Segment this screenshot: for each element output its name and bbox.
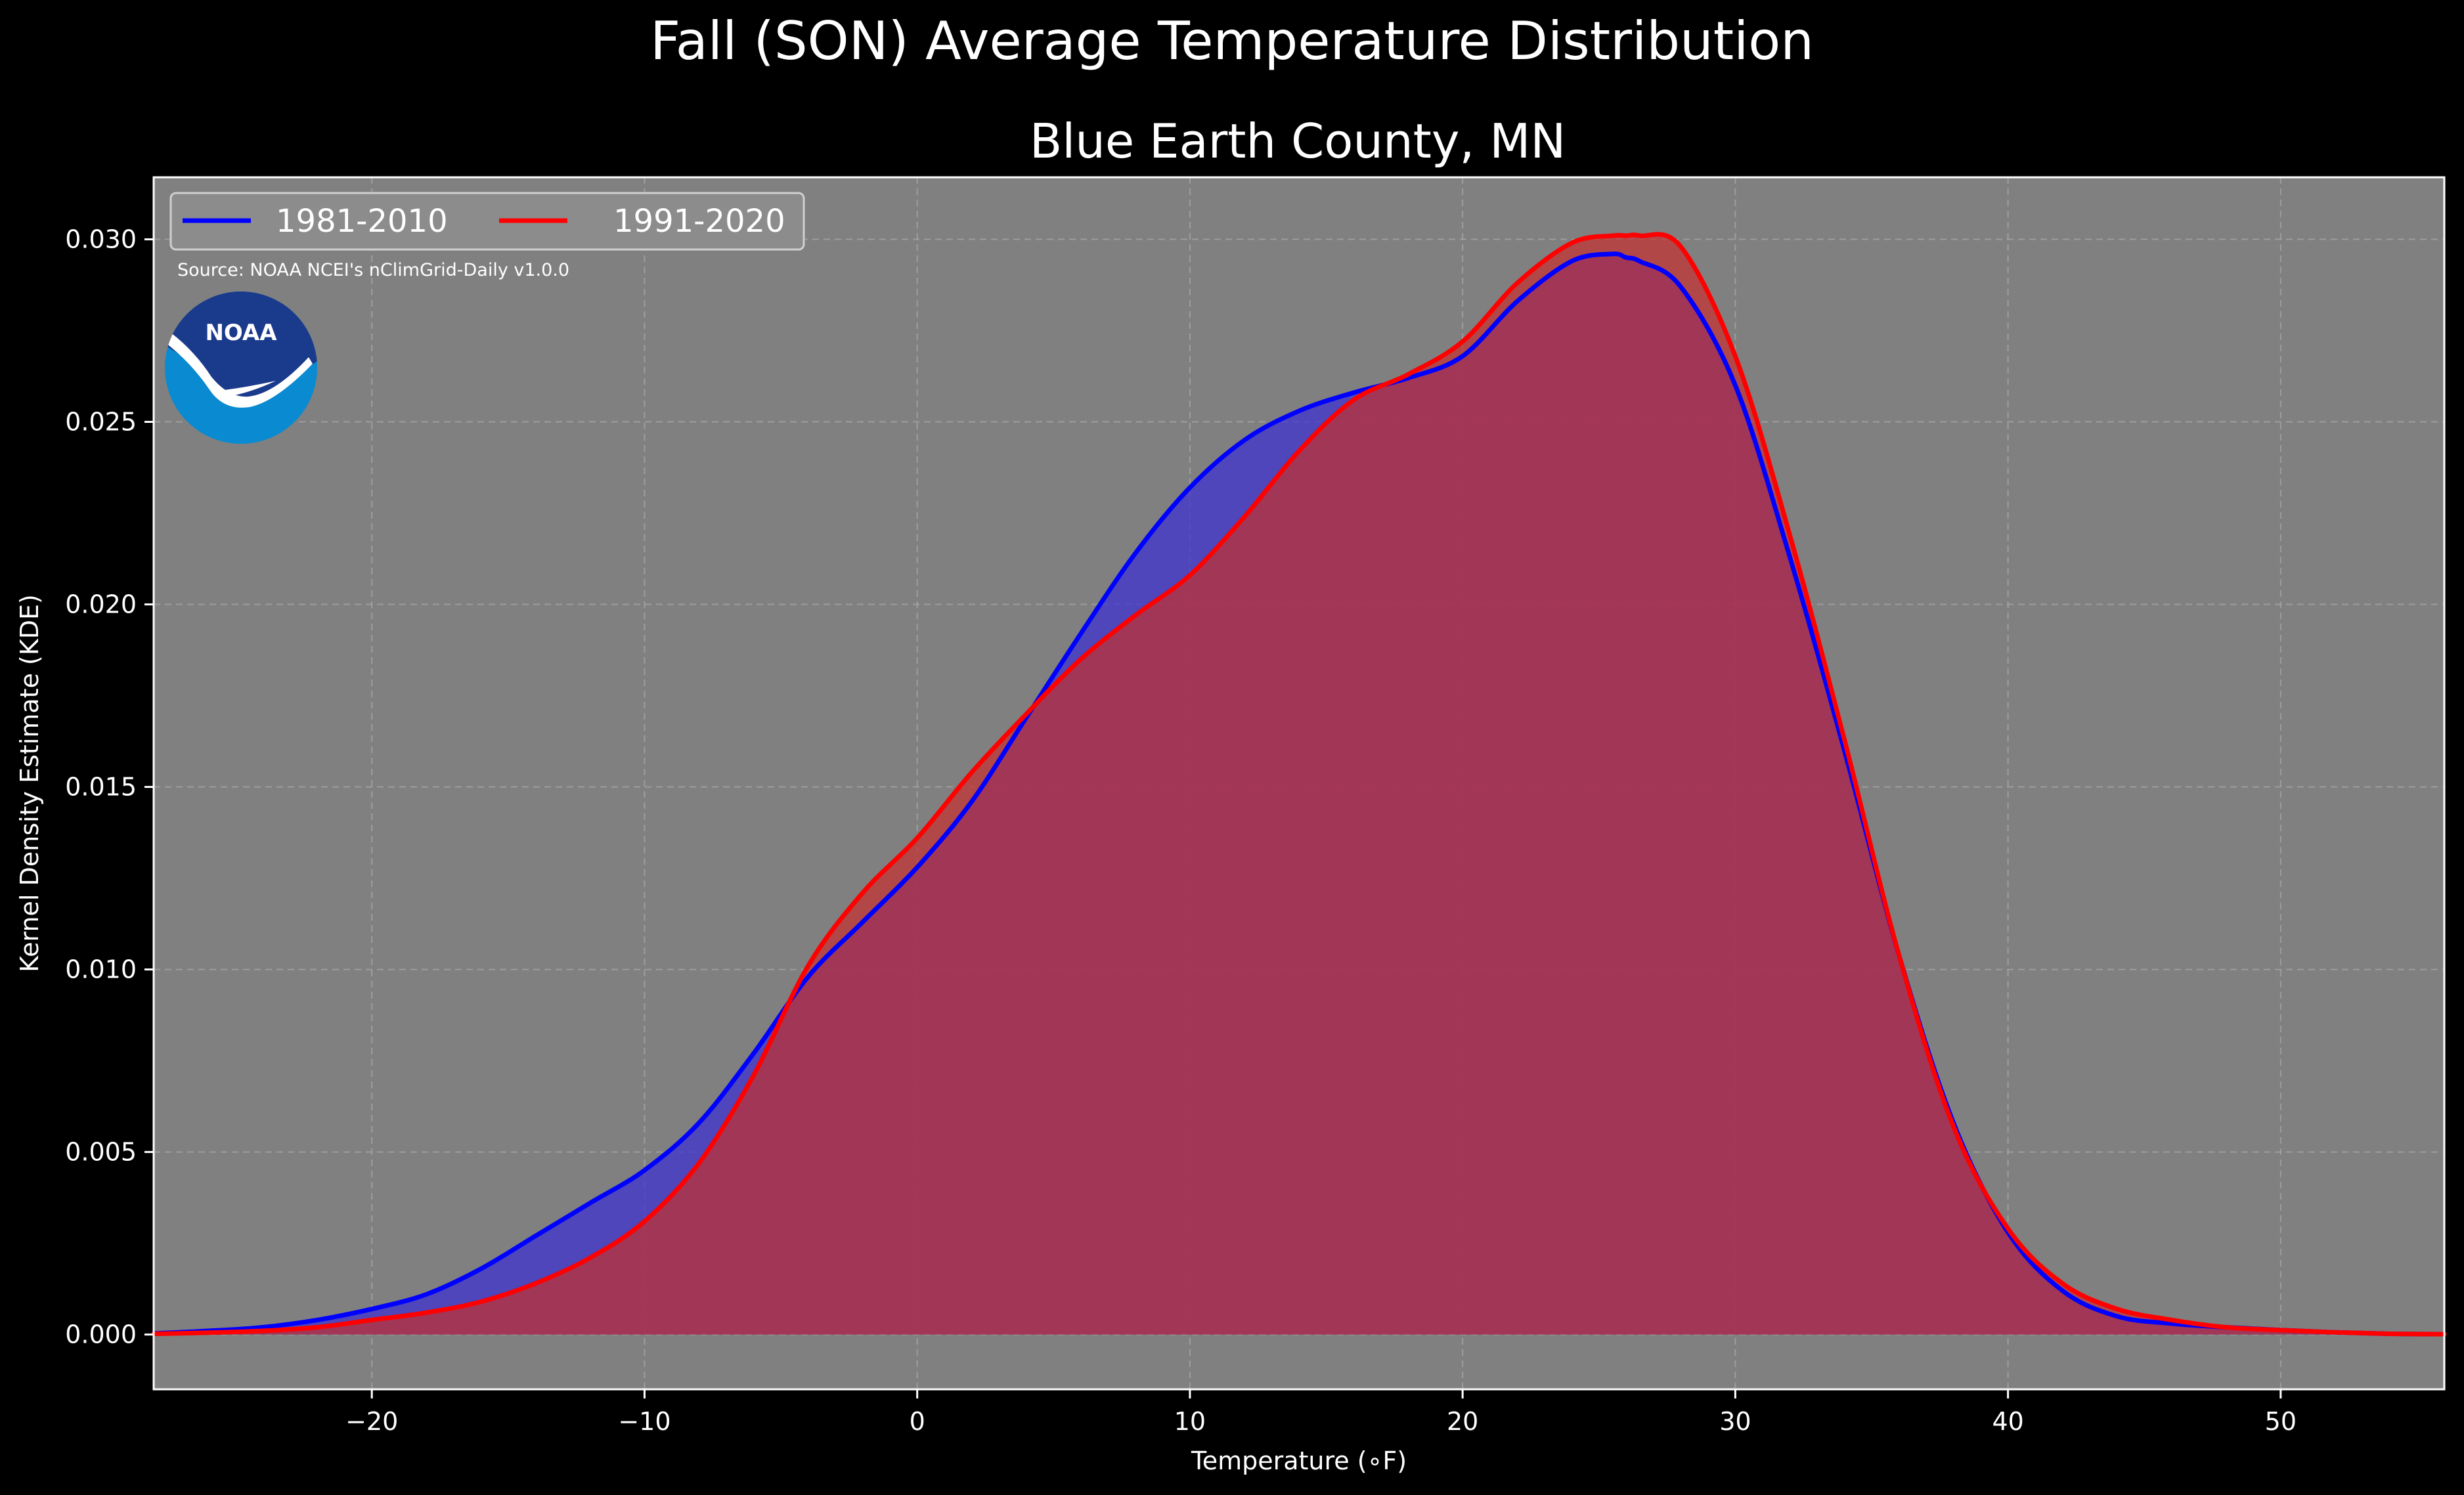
chart-suptitle: Fall (SON) Average Temperature Distribut… [650,11,1814,72]
y-axis-label: Kernel Density Estimate (KDE) [15,594,44,972]
series-layer [151,232,2447,1337]
noaa-logo-text: NOAA [205,320,277,346]
y-tick-label: 0.025 [65,408,137,437]
area-fill-1991-2020 [154,234,2444,1335]
y-tick-label: 0.020 [65,590,137,619]
x-axis-ticks: −20 −10 0 10 20 30 40 50 [345,1389,2297,1436]
x-tick-label: 0 [910,1407,925,1436]
series-line-1991-2020 [151,232,2447,1337]
legend-label-1991-2020: 1991-2020 [613,203,785,240]
chart-title: Blue Earth County, MN [1030,114,1566,169]
y-tick-label: 0.030 [65,225,137,254]
x-axis-label: Temperature (∘F) [1191,1446,1407,1475]
x-tick-label: 10 [1174,1407,1206,1436]
x-tick-label: 40 [1992,1407,2023,1436]
x-tick-label: −10 [618,1407,671,1436]
plot-frame [152,176,2446,1391]
x-tick-label: 30 [1719,1407,1751,1436]
y-tick-label: 0.015 [65,773,137,802]
y-tick-label: 0.005 [65,1138,137,1167]
noaa-logo-icon: NOAA [165,292,317,444]
legend: 1981-2010 1991-2020 [169,192,805,251]
legend-box [169,192,805,251]
y-axis-ticks: 0.000 0.005 0.010 0.015 0.020 0.025 0.030 [65,225,154,1349]
y-tick-label: 0.000 [65,1320,137,1349]
source-note: Source: NOAA NCEI's nClimGrid-Daily v1.0… [177,260,569,280]
x-tick-label: −20 [345,1407,398,1436]
x-tick-label: 20 [1447,1407,1478,1436]
x-tick-label: 50 [2265,1407,2297,1436]
plot-area [151,176,2447,1391]
legend-label-1981-2010: 1981-2010 [276,203,448,240]
y-tick-label: 0.010 [65,955,137,984]
